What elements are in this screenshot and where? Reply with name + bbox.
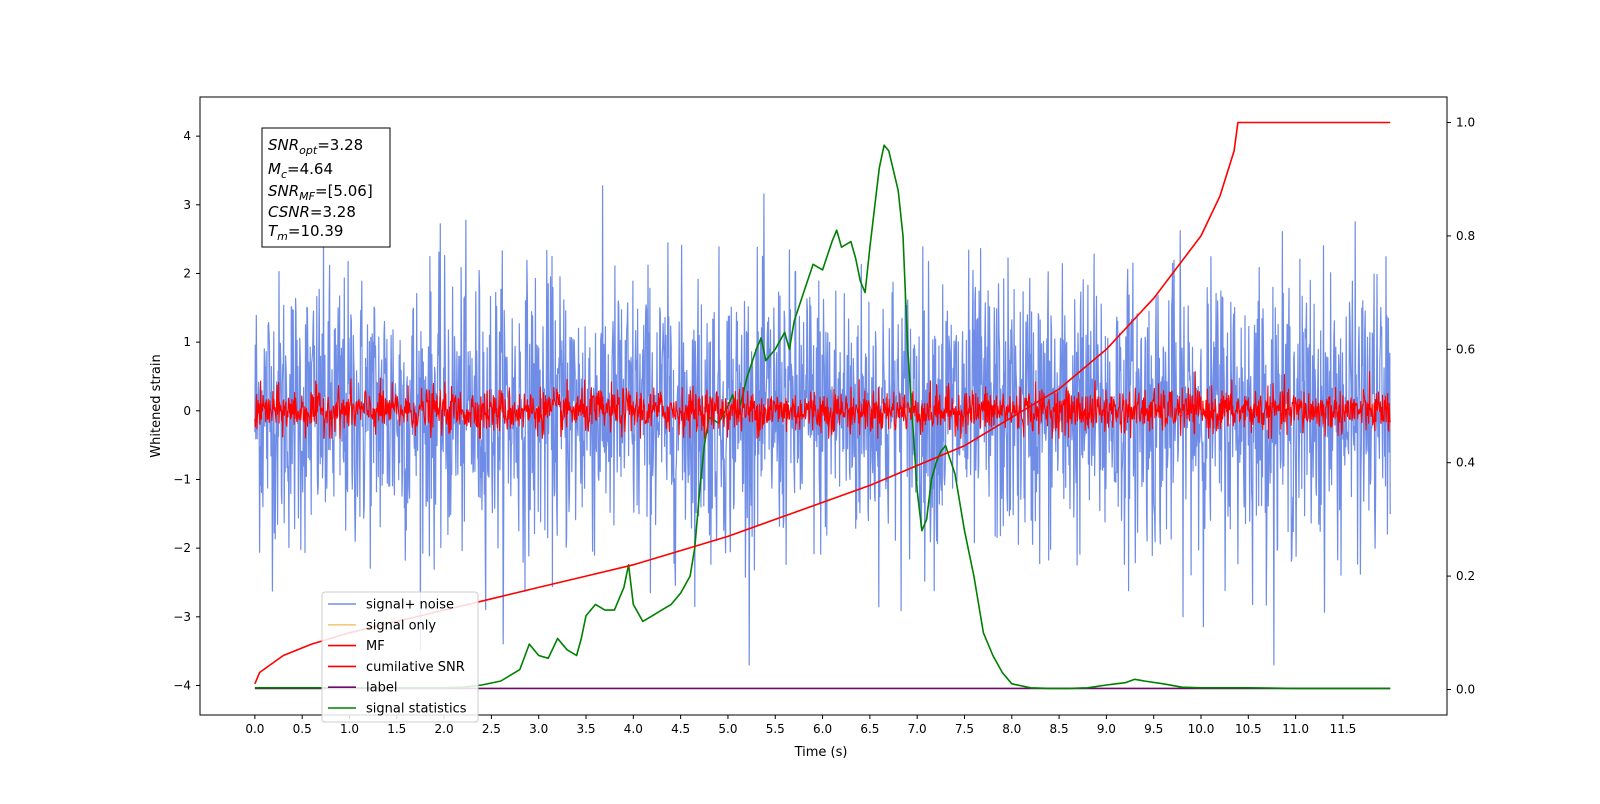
y-tick-label: 3: [183, 198, 191, 212]
x-tick-label: 5.5: [766, 722, 785, 736]
x-tick-label: 10.0: [1188, 722, 1215, 736]
y2-tick-label: 0.2: [1456, 569, 1475, 583]
legend-label-signal-only: signal only: [366, 618, 436, 633]
stats-box: SNRopt=3.28 Mc=4.64 SNRMF=[5.06] CSNR=3.…: [261, 127, 391, 248]
series-signal-statistics: [254, 144, 1391, 690]
y-axis-label: Whitened strain: [149, 354, 164, 457]
y-tick-label: −3: [173, 610, 191, 624]
x-axis-label: Time (s): [794, 745, 848, 760]
y-tick-label: −2: [173, 541, 191, 555]
stats-tm: Tm=10.39: [268, 222, 343, 243]
x-tick-label: 11.5: [1330, 722, 1357, 736]
legend-label-signal-statistics: signal statistics: [366, 702, 467, 717]
y-axis-right: 1.0 0.8 0.6 0.4 0.2 0.0: [1447, 116, 1475, 696]
stats-csnr: CSNR=3.28: [268, 203, 356, 221]
x-tick-label: 7.5: [955, 722, 974, 736]
y2-tick-label: 1.0: [1456, 116, 1475, 130]
x-tick-label: 9.0: [1097, 722, 1116, 736]
stats-snr-mf: SNRMF=[5.06]: [268, 182, 373, 203]
y2-tick-label: 0.0: [1456, 682, 1475, 696]
y-axis-left: 4 3 2 1 0 −1 −2 −3 −4: [173, 129, 200, 692]
axes-frame: [199, 96, 1448, 716]
y-tick-label: 1: [183, 335, 191, 349]
y-tick-label: −4: [173, 678, 191, 692]
x-tick-label: 6.5: [860, 722, 879, 736]
x-tick-label: 3.5: [576, 722, 595, 736]
y2-tick-label: 0.4: [1456, 456, 1475, 470]
legend: signal+ noise signal only MF cumilative SNR…: [321, 591, 479, 723]
x-tick-label: 0.5: [293, 722, 312, 736]
y-tick-label: 0: [183, 404, 191, 418]
x-tick-label: 9.5: [1144, 722, 1163, 736]
x-tick-label: 7.0: [908, 722, 927, 736]
x-tick-label: 10.5: [1235, 722, 1262, 736]
x-tick-label: 3.0: [529, 722, 548, 736]
y-tick-label: 4: [183, 129, 191, 143]
x-tick-label: 4.5: [671, 722, 690, 736]
x-tick-label: 8.0: [1002, 722, 1021, 736]
y-tick-label: −1: [173, 472, 191, 486]
x-tick-label: 1.0: [340, 722, 359, 736]
legend-label-signal-noise: signal+ noise: [366, 598, 454, 613]
x-tick-label: 2.5: [482, 722, 501, 736]
y2-tick-label: 0.8: [1456, 229, 1475, 243]
x-tick-label: 4.0: [624, 722, 643, 736]
stats-snr-opt: SNRopt=3.28: [268, 136, 363, 157]
legend-label-label: label: [366, 681, 397, 696]
x-tick-label: 1.5: [387, 722, 406, 736]
x-tick-label: 11.0: [1282, 722, 1309, 736]
x-axis: 0.0 0.5 1.0 1.5 2.0 2.5 3.0 3.5 4.0 4.5 5.0 5.5 6.0 6…: [245, 715, 1356, 736]
x-tick-label: 2.0: [435, 722, 454, 736]
x-tick-label: 6.0: [813, 722, 832, 736]
stats-mc: Mc=4.64: [268, 160, 333, 181]
series-mf: [254, 370, 1391, 439]
legend-label-cumilative-snr: cumilative SNR: [366, 660, 465, 675]
x-tick-label: 5.0: [718, 722, 737, 736]
x-tick-label: 0.0: [245, 722, 264, 736]
y-tick-label: 2: [183, 266, 191, 280]
x-tick-label: 8.5: [1050, 722, 1069, 736]
y2-tick-label: 0.6: [1456, 342, 1475, 356]
legend-label-mf: MF: [366, 639, 385, 654]
